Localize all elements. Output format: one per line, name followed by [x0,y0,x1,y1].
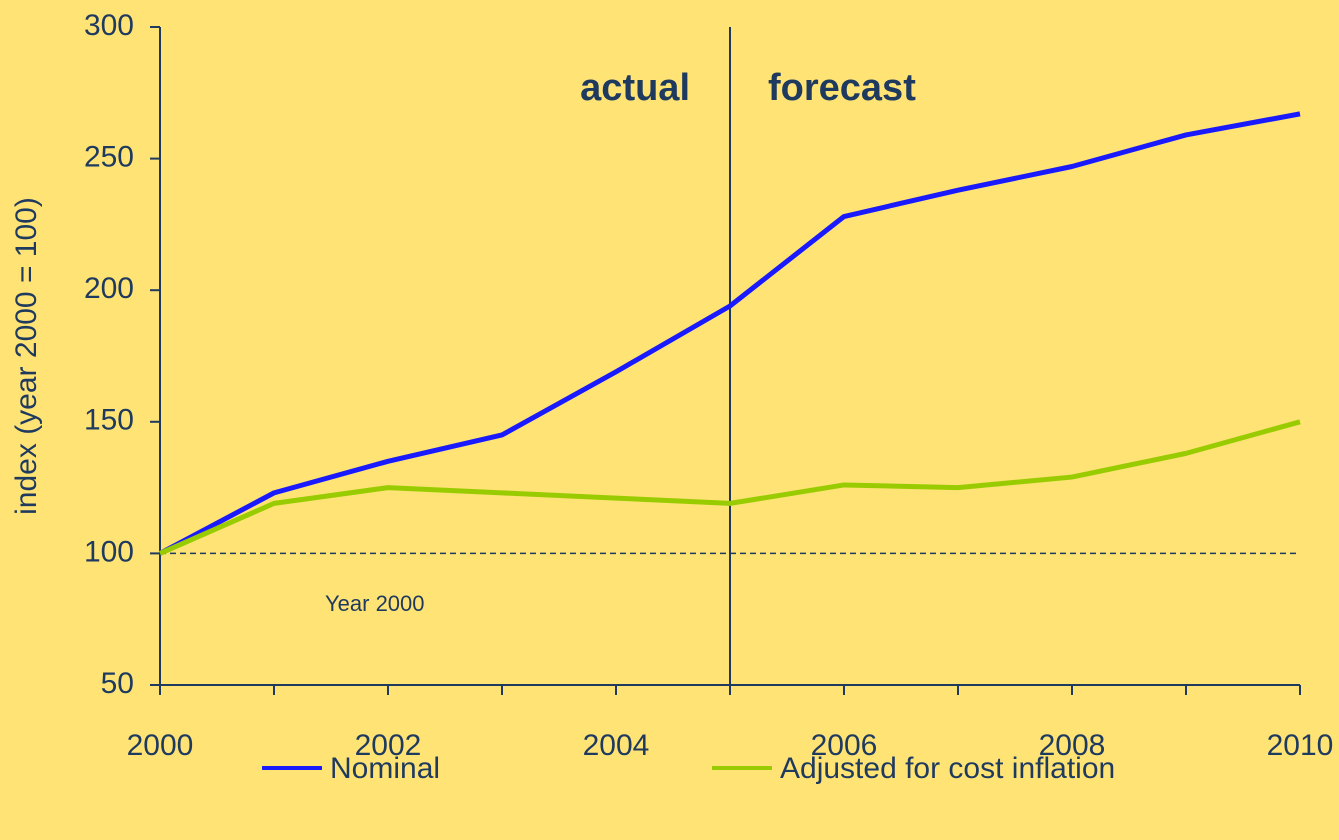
x-tick-label: 2006 [811,729,878,762]
x-tick-label: 2002 [355,729,422,762]
legend-label: Adjusted for cost inflation [780,752,1115,785]
y-tick-label: 50 [101,667,134,700]
y-tick-label: 250 [84,141,134,174]
x-tick-label: 2004 [583,729,650,762]
series-line [158,419,1301,556]
series-line [158,111,1301,556]
reference-label: Year 2000 [325,591,425,616]
legend-label: Nominal [330,752,440,785]
x-tick-label: 2008 [1039,729,1106,762]
divider-right-label: forecast [768,67,916,109]
y-tick-label: 300 [84,9,134,42]
y-tick-label: 200 [84,272,134,305]
divider-left-label: actual [580,67,690,109]
y-tick-label: 100 [84,535,134,568]
y-axis-label: index (year 2000 = 100) [10,197,43,515]
y-tick-label: 150 [84,404,134,437]
x-tick-label: 2000 [127,729,194,762]
x-tick-label: 2010 [1267,729,1334,762]
